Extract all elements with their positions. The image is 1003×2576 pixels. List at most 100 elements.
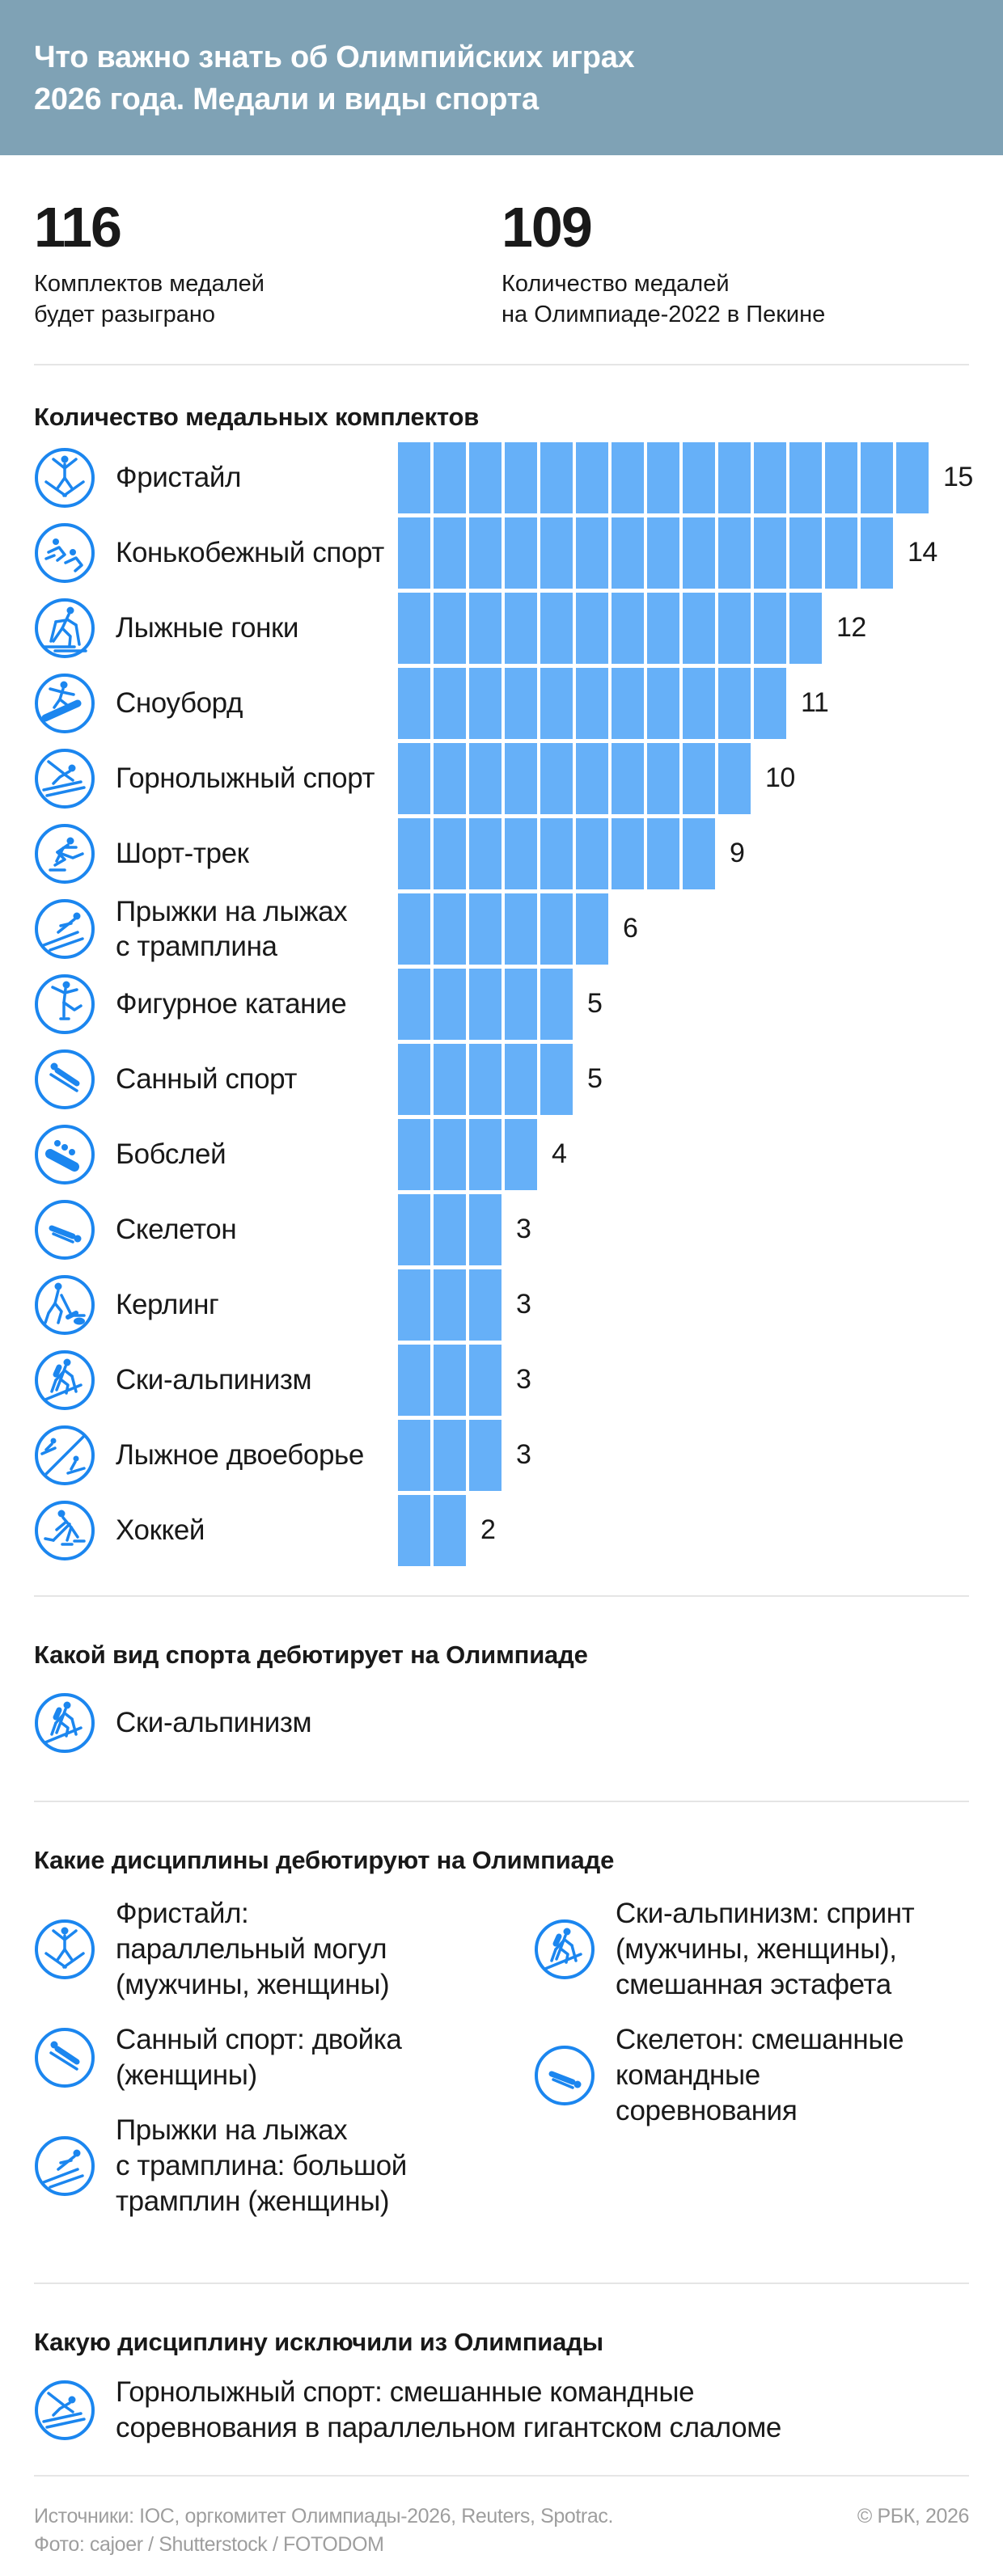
bar-segment bbox=[683, 817, 715, 889]
luge-icon bbox=[34, 1049, 95, 1110]
discipline-item: Скелетон: смешанные командные соревнован… bbox=[534, 2022, 969, 2129]
sport-label: Санный спорт bbox=[116, 1063, 298, 1095]
bar bbox=[398, 517, 896, 589]
bar-segment bbox=[576, 592, 608, 664]
sport-label: Конькобежный спорт bbox=[116, 537, 384, 568]
page-title: Что важно знать об Олимпийских играх 202… bbox=[34, 40, 635, 116]
discipline-item: Горнолыжный спорт: смешанные командные с… bbox=[0, 2375, 1003, 2446]
stat-medals-2022: 109 Количество медалей на Олимпиаде-2022… bbox=[502, 199, 969, 330]
bar-segment bbox=[540, 817, 573, 889]
bar-segment bbox=[398, 1269, 430, 1341]
bar-segment bbox=[398, 1118, 430, 1190]
chart-row: Керлинг 3 bbox=[0, 1267, 1003, 1342]
bar-segment bbox=[896, 441, 929, 513]
bar-segment bbox=[434, 592, 466, 664]
bar-segment bbox=[469, 1269, 502, 1341]
bar bbox=[398, 817, 718, 889]
chart-row: Фигурное катание 5 bbox=[0, 966, 1003, 1041]
bar-segment bbox=[754, 592, 786, 664]
sport-label: Хоккей bbox=[116, 1514, 205, 1546]
bar-segment bbox=[434, 1494, 466, 1566]
bar-segment bbox=[505, 517, 537, 589]
bar-segment bbox=[505, 441, 537, 513]
bar-segment bbox=[469, 893, 502, 965]
bar-segment bbox=[789, 517, 822, 589]
divider bbox=[34, 364, 969, 365]
bar-segment bbox=[683, 592, 715, 664]
debut-disciplines-right-column: Ски-альпинизм: спринт (мужчины, женщины)… bbox=[534, 1896, 969, 2148]
bar-segment bbox=[505, 742, 537, 814]
skeleton-icon bbox=[534, 2045, 595, 2106]
stat-value: 109 bbox=[502, 196, 593, 259]
stat-medal-sets: 116 Комплектов медалей будет разыграно bbox=[34, 199, 502, 330]
nordic-combined-icon bbox=[34, 1425, 95, 1486]
sport-label: Керлинг bbox=[116, 1289, 219, 1320]
bar-segment bbox=[469, 592, 502, 664]
bar-segment bbox=[398, 1043, 430, 1115]
bar-segment bbox=[576, 517, 608, 589]
bar-segment bbox=[398, 1494, 430, 1566]
bar-segment bbox=[434, 667, 466, 739]
bar bbox=[398, 441, 932, 513]
bar-segment bbox=[647, 667, 679, 739]
bar-value: 3 bbox=[516, 1364, 531, 1395]
bar bbox=[398, 742, 754, 814]
bar-value: 9 bbox=[730, 838, 745, 868]
excluded-discipline-section: Горнолыжный спорт: смешанные командные с… bbox=[0, 2375, 1003, 2446]
bar-segment bbox=[505, 893, 537, 965]
bar-segment bbox=[434, 441, 466, 513]
bar-segment bbox=[398, 1419, 430, 1491]
hockey-icon bbox=[34, 1500, 95, 1561]
bar-segment bbox=[540, 893, 573, 965]
bar-segment bbox=[469, 1193, 502, 1265]
discipline-item: Прыжки на лыжах с трамплина: большой тра… bbox=[34, 2113, 534, 2219]
chart-row: Лыжное двоеборье 3 bbox=[0, 1417, 1003, 1493]
chart-row: Прыжки на лыжах с трамплина 6 bbox=[0, 891, 1003, 966]
footer-sources: Источники: IOC, оргкомитет Олимпиады-202… bbox=[34, 2505, 613, 2527]
ski-jumping-icon bbox=[34, 2135, 95, 2197]
bar-segment bbox=[612, 441, 644, 513]
bar-segment bbox=[576, 893, 608, 965]
bar-segment bbox=[647, 742, 679, 814]
bar-segment bbox=[647, 517, 679, 589]
bar-segment bbox=[505, 667, 537, 739]
freestyle-icon bbox=[34, 1919, 95, 1980]
stat-caption: Комплектов медалей будет разыграно bbox=[34, 271, 265, 327]
bar-segment bbox=[469, 742, 502, 814]
chart-row: Шорт-трек 9 bbox=[0, 816, 1003, 891]
bar-segment bbox=[576, 817, 608, 889]
chart-row: Конькобежный спорт 14 bbox=[0, 515, 1003, 590]
discipline-item: Ски-альпинизм: спринт (мужчины, женщины)… bbox=[534, 1896, 969, 2003]
ski-jumping-icon bbox=[34, 898, 95, 960]
cross-country-skiing-icon bbox=[34, 598, 95, 659]
discipline-item-label: Фристайл: параллельный могул (мужчины, ж… bbox=[116, 1898, 390, 2000]
bar-segment bbox=[861, 517, 893, 589]
bar-segment bbox=[861, 441, 893, 513]
alpine-skiing-icon bbox=[34, 748, 95, 809]
bar-segment bbox=[612, 742, 644, 814]
bar-segment bbox=[576, 667, 608, 739]
bar-value: 15 bbox=[943, 462, 973, 492]
bar-segment bbox=[718, 667, 751, 739]
bar-segment bbox=[789, 441, 822, 513]
bar-segment bbox=[398, 893, 430, 965]
stat-caption: Количество медалей на Олимпиаде-2022 в П… bbox=[502, 271, 826, 327]
alpine-skiing-icon bbox=[34, 2380, 95, 2441]
bar-segment bbox=[540, 968, 573, 1040]
bar-segment bbox=[540, 667, 573, 739]
discipline-item-label: Ски-альпинизм: спринт (мужчины, женщины)… bbox=[616, 1898, 915, 2000]
bar-segment bbox=[469, 1118, 502, 1190]
bar-segment bbox=[718, 441, 751, 513]
bar-segment bbox=[718, 592, 751, 664]
bar-segment bbox=[505, 817, 537, 889]
stat-value: 116 bbox=[34, 196, 122, 259]
bar-segment bbox=[469, 968, 502, 1040]
footer-copyright: © РБК, 2026 bbox=[857, 2505, 970, 2527]
bar-value: 12 bbox=[836, 612, 866, 643]
chart-row: Хоккей 2 bbox=[0, 1493, 1003, 1568]
bar-segment bbox=[398, 1193, 430, 1265]
footer: Источники: IOC, оргкомитет Олимпиады-202… bbox=[0, 2502, 1003, 2576]
speed-skating-icon bbox=[34, 522, 95, 584]
skeleton-icon bbox=[34, 1199, 95, 1261]
bar-segment bbox=[683, 441, 715, 513]
